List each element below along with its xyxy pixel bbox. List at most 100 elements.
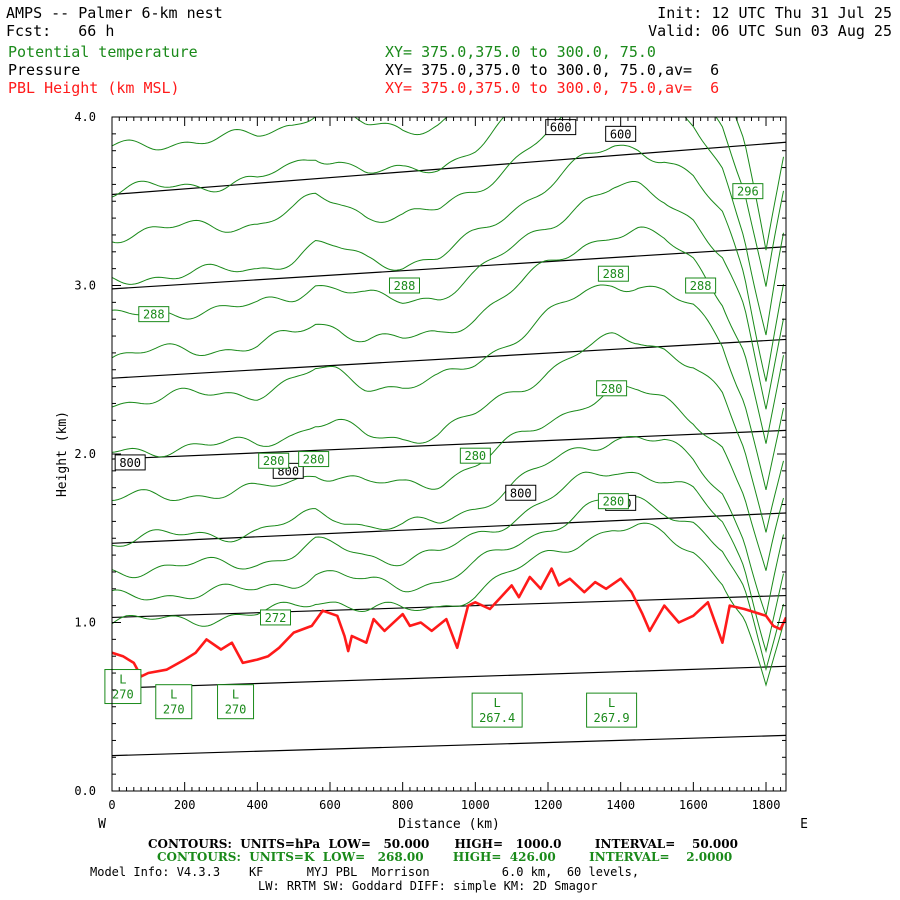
pressure-label-text: 600	[550, 121, 572, 135]
legend-theta-name: Potential temperature	[8, 43, 198, 61]
pressure-label: 800	[505, 484, 537, 501]
footer-pressure-contours: CONTOURS: UNITS=hPa LOW= 50.000 HIGH= 10…	[148, 837, 738, 851]
legend-pressure-xy: XY= 375.0,375.0 to 300.0, 75.0,av= 6	[385, 61, 720, 79]
legend-pbl-xy: XY= 375.0,375.0 to 300.0, 75.0,av= 6	[385, 79, 720, 97]
theta-label: 288	[138, 306, 170, 323]
x-axis-title: Distance (km)	[398, 817, 500, 832]
footer-theta-contours: CONTOURS: UNITS=K LOW= 268.00 HIGH= 426.…	[157, 850, 733, 864]
y-tick-label: 3.0	[74, 279, 96, 293]
theta-contour-284	[112, 284, 784, 491]
pressure-label: 800	[114, 454, 146, 471]
contour-labels: 8008008008006006002722802802802802802882…	[104, 119, 764, 728]
theta-contour-280	[112, 384, 784, 571]
x-tick-label: 1800	[752, 798, 781, 812]
footer-physics: LW: RRTM SW: Goddard DIFF: simple KM: 2D…	[258, 879, 598, 893]
theta-contour-288	[112, 181, 784, 410]
x-tick-label: 400	[246, 798, 268, 812]
theta-contour-294	[112, 117, 784, 287]
init-time: Init: 12 UTC Thu 31 Jul 25	[657, 4, 892, 22]
x-tick-label: 200	[174, 798, 196, 812]
theta-label: 280	[298, 451, 330, 468]
theta-contours	[112, 117, 784, 687]
x-tick-label: 0	[108, 798, 115, 812]
low-symbol: L	[494, 696, 501, 710]
low-symbol: L	[232, 688, 239, 702]
low-value: 267.9	[594, 711, 630, 725]
x-tick-label: 1000	[461, 798, 490, 812]
pressure-label-text: 800	[119, 456, 141, 470]
plot-frame	[111, 116, 787, 792]
legend-pressure-name: Pressure	[8, 61, 81, 79]
theta-label: 280	[258, 452, 290, 469]
theta-contour-278	[112, 436, 784, 618]
pressure-contour-700	[112, 338, 786, 379]
footer-model-info: Model Info: V4.3.3 KF MYJ PBL Morrison 6…	[90, 865, 640, 879]
y-tick-label: 0.0	[74, 784, 96, 798]
theta-contour-296	[112, 117, 784, 251]
pbl-height-series	[112, 567, 786, 678]
legend-pbl-name: PBL Height (km MSL)	[8, 79, 180, 97]
theta-label-text: 280	[603, 495, 625, 509]
theta-label-text: 272	[265, 611, 287, 625]
pressure-contour-950	[112, 734, 786, 757]
theta-label-text: 288	[143, 308, 165, 322]
pressure-contour-800	[112, 512, 786, 544]
theta-label: 280	[459, 447, 491, 464]
theta-contour-290	[112, 144, 784, 382]
x-tick-label: 1200	[534, 798, 563, 812]
theta-label-text: 288	[394, 279, 416, 293]
theta-label-text: 280	[263, 454, 285, 468]
x-tick-label: 1400	[606, 798, 635, 812]
theta-label: 296	[732, 183, 764, 200]
theta-label-text: 296	[737, 185, 759, 199]
pressure-contours	[112, 141, 786, 757]
pressure-label-text: 600	[610, 127, 632, 141]
plot-axes: 0 200 400 600 800 1000 1200 1400 1600 1800 0.0 1.0 2…	[55, 110, 808, 832]
theta-contour-276	[112, 471, 784, 654]
low-value: 270	[112, 688, 134, 702]
y-tick-label: 1.0	[74, 616, 96, 630]
low-value: 270	[225, 703, 247, 717]
theta-contour-286	[112, 226, 784, 444]
x-tick-label: 600	[319, 798, 341, 812]
pressure-contour-600	[112, 141, 786, 196]
theta-label: 280	[596, 380, 628, 397]
legend-theta-xy: XY= 375.0,375.0 to 300.0, 75.0	[385, 43, 656, 61]
pressure-label: 600	[605, 125, 637, 142]
x-tick-label: 800	[392, 798, 414, 812]
pressure-contour-750	[112, 429, 786, 460]
theta-label: 272	[260, 609, 292, 626]
theta-label-text: 280	[303, 453, 325, 467]
pressure-contour-650	[112, 246, 786, 290]
low-symbol: L	[170, 688, 177, 702]
west-label: W	[98, 817, 106, 832]
east-label: E	[800, 817, 808, 832]
theta-label: 280	[597, 493, 629, 510]
theta-label-text: 280	[601, 382, 623, 396]
theta-label: 288	[388, 277, 420, 294]
theta-label-text: 288	[603, 267, 625, 281]
pressure-contour-900	[112, 665, 786, 689]
forecast-hour: Fcst: 66 h	[6, 22, 115, 40]
plot-title: AMPS -- Palmer 6-km nest	[6, 4, 223, 22]
low-value: 267.4	[479, 711, 515, 725]
low-symbol: L	[608, 696, 615, 710]
theta-contour-282	[112, 332, 784, 533]
pressure-label-text: 800	[510, 486, 532, 500]
pressure-label: 600	[545, 119, 577, 136]
x-tick-label: 1600	[679, 798, 708, 812]
pbl-height-line	[112, 567, 786, 678]
theta-label: 288	[597, 265, 629, 282]
theta-contour-292	[112, 117, 784, 336]
y-tick-label: 4.0	[74, 110, 96, 124]
low-symbol: L	[119, 673, 126, 687]
theta-label-text: 280	[464, 449, 486, 463]
theta-label: 288	[685, 277, 717, 294]
theta-contour-274	[112, 496, 784, 672]
